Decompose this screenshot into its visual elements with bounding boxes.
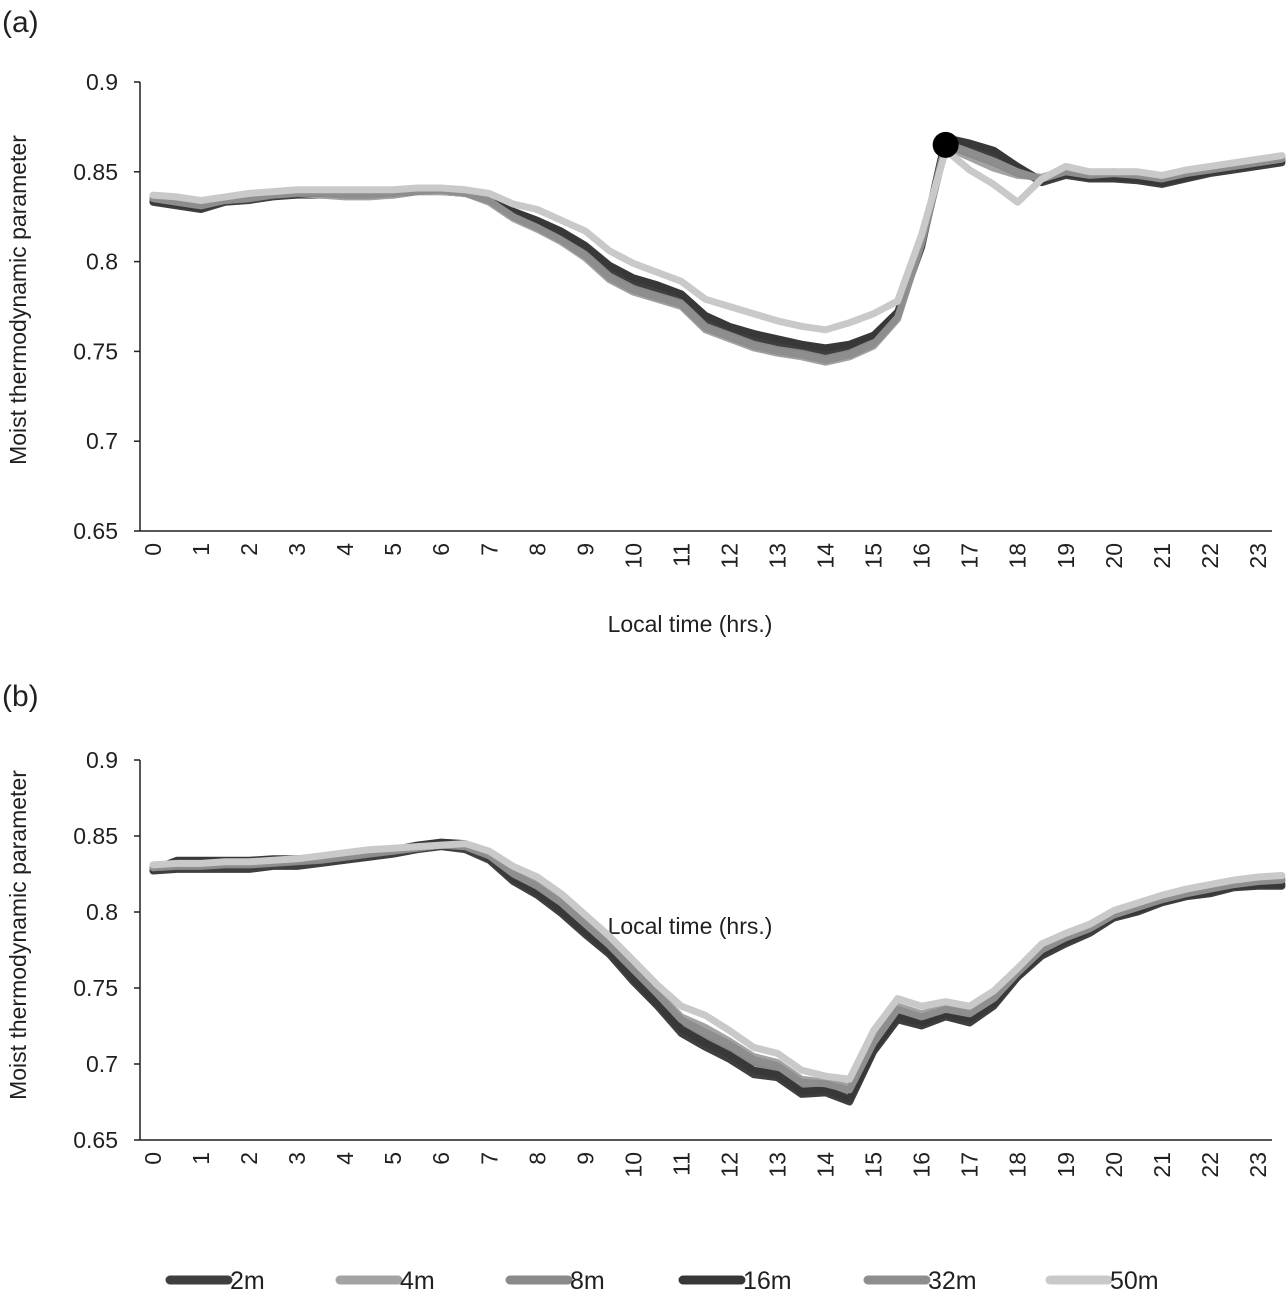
series-line-16m xyxy=(149,838,1286,1103)
y-tick-label: 0.8 xyxy=(86,249,118,275)
x-tick-label: 1 xyxy=(188,543,214,556)
series-line-50m xyxy=(149,840,1286,1083)
x-tick-label: 16 xyxy=(909,1152,935,1178)
legend-label: 4m xyxy=(400,1267,435,1294)
y-tick-label: 0.65 xyxy=(73,518,118,544)
x-tick-label: 9 xyxy=(572,1152,598,1165)
x-axis-title: Local time (hrs.) xyxy=(608,913,773,939)
panel-a-label: (a) xyxy=(2,6,39,39)
y-tick-label: 0.9 xyxy=(86,747,118,773)
x-tick-label: 13 xyxy=(765,543,791,569)
x-tick-label: 18 xyxy=(1005,543,1031,569)
y-axis-title: Moist thermodynamic parameter xyxy=(5,135,31,465)
x-tick-label: 9 xyxy=(572,543,598,556)
x-tick-label: 2 xyxy=(236,543,262,556)
y-tick-label: 0.7 xyxy=(86,1051,118,1077)
x-tick-label: 21 xyxy=(1149,543,1175,569)
x-tick-label: 15 xyxy=(861,543,887,569)
y-tick-label: 0.75 xyxy=(73,338,118,364)
legend-item-4m: 4m xyxy=(335,1267,435,1294)
x-tick-label: 8 xyxy=(524,1152,550,1165)
x-tick-label: 11 xyxy=(668,543,694,567)
x-tick-label: 3 xyxy=(284,1152,310,1165)
x-tick-label: 4 xyxy=(332,1152,358,1165)
x-tick-label: 12 xyxy=(716,543,742,569)
x-tick-label: 2 xyxy=(236,1152,262,1165)
panel-a: 0.650.70.750.80.850.90 1 2 3 4 5 6 7 8 9 10 11 12 13 1… xyxy=(5,69,1286,637)
x-axis-title: Local time (hrs.) xyxy=(608,611,773,637)
y-tick-label: 0.85 xyxy=(73,159,118,185)
x-tick-label: 1 xyxy=(188,1152,214,1165)
x-tick-label: 6 xyxy=(428,543,454,556)
x-tick-label: 19 xyxy=(1053,543,1079,569)
y-tick-label: 0.8 xyxy=(86,899,118,925)
y-tick-label: 0.85 xyxy=(73,823,118,849)
x-tick-label: 5 xyxy=(380,543,406,556)
legend-label: 2m xyxy=(230,1267,265,1294)
series-line-50m xyxy=(149,146,1286,334)
panel-b-label: (b) xyxy=(2,680,39,713)
x-tick-label: 7 xyxy=(476,543,502,556)
x-tick-label: 3 xyxy=(284,543,310,556)
x-tick-label: 11 xyxy=(668,1152,694,1176)
legend: 2m 4m 8m 16m 32m 50m xyxy=(165,1267,1159,1294)
x-tick-label: 18 xyxy=(1005,1152,1031,1178)
x-tick-label: 23 xyxy=(1245,1152,1271,1178)
x-tick-label: 22 xyxy=(1197,543,1223,569)
y-tick-label: 0.9 xyxy=(86,69,118,95)
highlight-marker xyxy=(932,131,959,158)
x-tick-label: 14 xyxy=(813,543,839,569)
x-tick-label: 22 xyxy=(1197,1152,1223,1178)
x-tick-label: 6 xyxy=(428,1152,454,1165)
x-tick-label: 10 xyxy=(620,1152,646,1178)
x-tick-label: 20 xyxy=(1101,543,1127,569)
x-tick-label: 17 xyxy=(957,543,983,569)
y-tick-label: 0.65 xyxy=(73,1127,118,1153)
x-tick-label: 19 xyxy=(1053,1152,1079,1178)
x-tick-label: 16 xyxy=(909,543,935,569)
legend-item-50m: 50m xyxy=(1045,1267,1159,1294)
legend-label: 32m xyxy=(928,1267,977,1294)
legend-label: 50m xyxy=(1110,1267,1159,1294)
x-tick-label: 12 xyxy=(716,1152,742,1178)
legend-label: 16m xyxy=(743,1267,792,1294)
legend-label: 8m xyxy=(570,1267,605,1294)
x-tick-label: 17 xyxy=(957,1152,983,1178)
x-tick-label: 20 xyxy=(1101,1152,1127,1178)
x-tick-label: 4 xyxy=(332,543,358,556)
legend-item-16m: 16m xyxy=(678,1267,792,1294)
x-tick-label: 7 xyxy=(476,1152,502,1165)
legend-item-8m: 8m xyxy=(505,1267,605,1294)
x-tick-label: 15 xyxy=(861,1152,887,1178)
panel-b: 0.650.70.750.80.850.90 1 2 3 4 5 6 7 8 9 10 11 12 13 1… xyxy=(5,747,1286,1178)
x-tick-label: 23 xyxy=(1245,543,1271,569)
x-tick-label: 10 xyxy=(620,543,646,569)
legend-item-2m: 2m xyxy=(165,1267,265,1294)
x-tick-label: 14 xyxy=(813,1152,839,1178)
y-tick-label: 0.75 xyxy=(73,975,118,1001)
y-tick-label: 0.7 xyxy=(86,428,118,454)
series-line-2m xyxy=(149,843,1286,1106)
legend-item-32m: 32m xyxy=(863,1267,977,1294)
x-tick-label: 5 xyxy=(380,1152,406,1165)
y-axis-title: Moist thermodynamic parameter xyxy=(5,770,31,1100)
x-tick-label: 0 xyxy=(140,543,166,556)
x-tick-label: 0 xyxy=(140,1152,166,1165)
x-tick-label: 21 xyxy=(1149,1152,1175,1178)
x-tick-label: 13 xyxy=(765,1152,791,1178)
x-tick-label: 8 xyxy=(524,543,550,556)
